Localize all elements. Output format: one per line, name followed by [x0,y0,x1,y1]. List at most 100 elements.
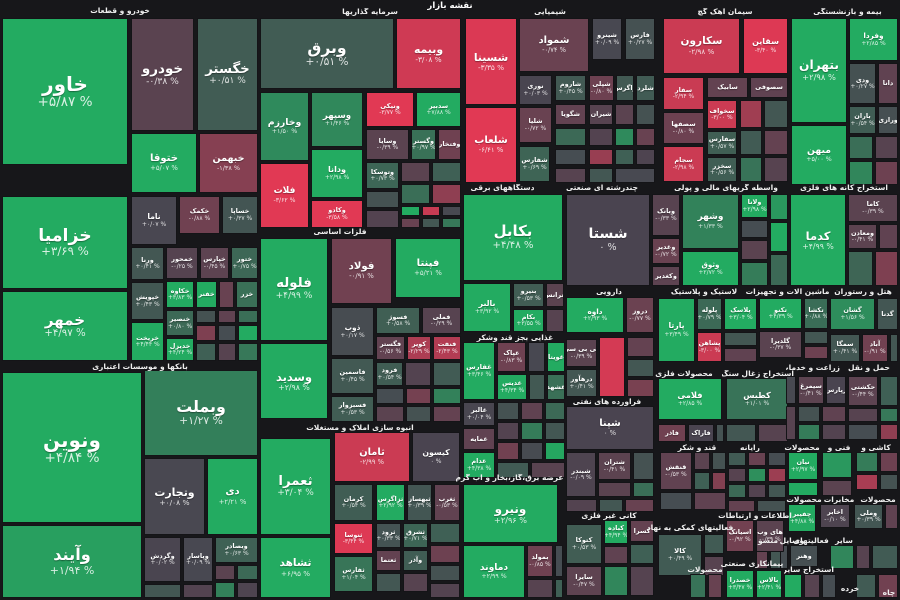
stock-tile[interactable]: کطبس +۱/۰۱ % [726,378,788,420]
filler-tile[interactable] [545,402,565,420]
stock-tile[interactable]: بتهران +۲/۹۸ % [791,18,847,123]
filler-tile[interactable] [764,130,788,155]
filler-tile[interactable] [822,574,836,598]
filler-tile[interactable] [627,337,654,357]
stock-tile[interactable]: سکارون -۲/۹۸ % [663,18,740,74]
filler-tile[interactable] [728,452,746,466]
filler-tile[interactable] [880,424,898,440]
filler-tile[interactable] [237,582,258,598]
filler-tile[interactable] [366,210,399,228]
filler-tile[interactable] [433,388,461,404]
stock-tile[interactable]: غپاک -۰/۸۳ % [497,342,526,372]
filler-tile[interactable] [724,348,757,362]
stock-tile[interactable] [529,374,545,400]
stock-tile[interactable]: سابیک [707,77,748,98]
filler-tile[interactable] [848,251,873,286]
filler-tile[interactable] [768,468,786,482]
stock-tile[interactable]: سقاین -۳/۴۰ % [743,18,788,74]
stock-tile[interactable]: وهنر [790,545,818,567]
filler-tile[interactable] [740,157,762,182]
filler-tile[interactable] [768,484,786,498]
stock-tile[interactable]: ودی +۰/۲۷ % [849,63,876,104]
stock-tile[interactable]: وبیمه -۳/۰۸ % [396,18,461,89]
stock-tile[interactable]: شسینا -۳/۳۵ % [465,18,517,105]
stock-tile[interactable]: وگردش +۰/۰۲ % [144,537,181,582]
filler-tile[interactable] [238,325,258,341]
stock-tile[interactable]: بترانس [546,283,564,307]
stock-tile[interactable]: ثنوسا -۳/۴۴ % [334,523,373,554]
stock-tile[interactable]: کویر -۲/۲۹ % [407,336,431,360]
stock-tile[interactable]: باران +۰/۵۴ % [849,106,876,134]
filler-tile[interactable] [401,206,420,216]
stock-tile[interactable]: وگستر +۰/۹۷ % [411,129,436,160]
filler-tile[interactable] [497,462,529,478]
filler-tile[interactable] [770,222,788,252]
filler-tile[interactable] [566,499,597,512]
stock-tile[interactable]: ثرود +۰/۳۳ % [376,523,401,548]
filler-tile[interactable] [633,482,654,497]
filler-tile[interactable] [625,499,654,512]
filler-tile[interactable] [880,376,898,406]
filler-tile[interactable] [422,206,440,216]
stock-tile[interactable]: خکاوه +۳/۸۳ % [166,281,194,308]
stock-tile[interactable]: بالبر +۳/۹۲ % [463,283,511,332]
filler-tile[interactable] [849,136,873,159]
filler-tile[interactable] [218,310,236,323]
filler-tile[interactable] [822,406,846,422]
stock-tile[interactable]: کباده +۴/۹۴ % [604,520,628,544]
stock-tile[interactable]: شیران [589,104,613,125]
stock-tile[interactable]: شستا ۰ % [566,194,650,286]
stock-tile[interactable]: کدما +۴/۹۹ % [790,194,846,286]
stock-tile[interactable]: سایرا -۰/۴۷ % [566,566,602,596]
stock-tile[interactable]: سجام -۲/۹۸ % [663,146,704,182]
filler-tile[interactable] [555,149,586,165]
filler-tile[interactable] [615,149,634,165]
stock-tile[interactable]: کاما -۰/۳۹ % [848,194,898,222]
filler-tile[interactable] [822,452,852,478]
filler-tile[interactable] [830,545,854,569]
filler-tile[interactable] [728,500,755,512]
stock-tile[interactable]: پلوله +۰/۷۹ % [697,298,722,330]
filler-tile[interactable] [885,504,898,529]
filler-tile[interactable] [780,545,788,569]
filler-tile[interactable] [589,128,613,146]
filler-tile[interactable] [521,422,543,440]
filler-tile[interactable] [401,184,430,204]
stock-tile[interactable]: تکنو +۴/۳۹ % [759,298,802,329]
stock-tile[interactable]: گدنا [877,298,898,330]
filler-tile[interactable] [784,574,802,598]
stock-tile[interactable]: زاگرس [616,75,634,101]
filler-tile[interactable] [604,546,628,564]
stock-tile[interactable]: غمایه [463,428,495,450]
stock-tile[interactable]: غویتا [547,342,565,372]
filler-tile[interactable] [218,343,236,361]
filler-tile[interactable] [798,406,820,422]
filler-tile[interactable] [726,424,756,442]
stock-tile[interactable]: خفنر [196,281,217,308]
stock-tile[interactable]: خنصیر +۰/۸۰ % [166,310,194,336]
filler-tile[interactable] [598,482,631,497]
stock-tile[interactable]: سخزر +۰/۵۶ % [707,157,737,182]
filler-tile[interactable] [430,583,460,598]
stock-tile[interactable]: شگویا [555,104,586,125]
filler-tile[interactable] [716,424,724,442]
stock-tile[interactable]: غدیس +۴/۳۴ % [497,374,527,400]
filler-tile[interactable] [406,388,431,404]
stock-tile[interactable]: خاور +۵/۸۷ % [2,18,128,165]
stock-tile[interactable]: ناما +۰/۰۷ % [131,196,177,245]
filler-tile[interactable] [770,254,788,286]
filler-tile[interactable] [589,168,613,183]
filler-tile[interactable] [740,130,762,155]
stock-tile[interactable]: غدام +۴/۳۸ % [463,452,495,478]
filler-tile[interactable] [401,162,430,182]
filler-tile[interactable] [376,406,404,422]
filler-tile[interactable] [856,545,870,569]
stock-tile[interactable]: خبهمن -۱/۳۸ % [199,133,258,193]
stock-tile[interactable]: بالاس +۲/۴۱ % [756,570,782,598]
stock-tile[interactable]: وآذر [403,550,428,571]
filler-tile[interactable] [880,408,898,422]
filler-tile[interactable] [433,362,461,386]
stock-tile[interactable]: دانا [878,63,898,104]
stock-tile[interactable]: ورنا +۰/۴۱ % [131,247,164,280]
stock-tile[interactable]: فاسمین +۰/۴۵ % [331,358,374,394]
